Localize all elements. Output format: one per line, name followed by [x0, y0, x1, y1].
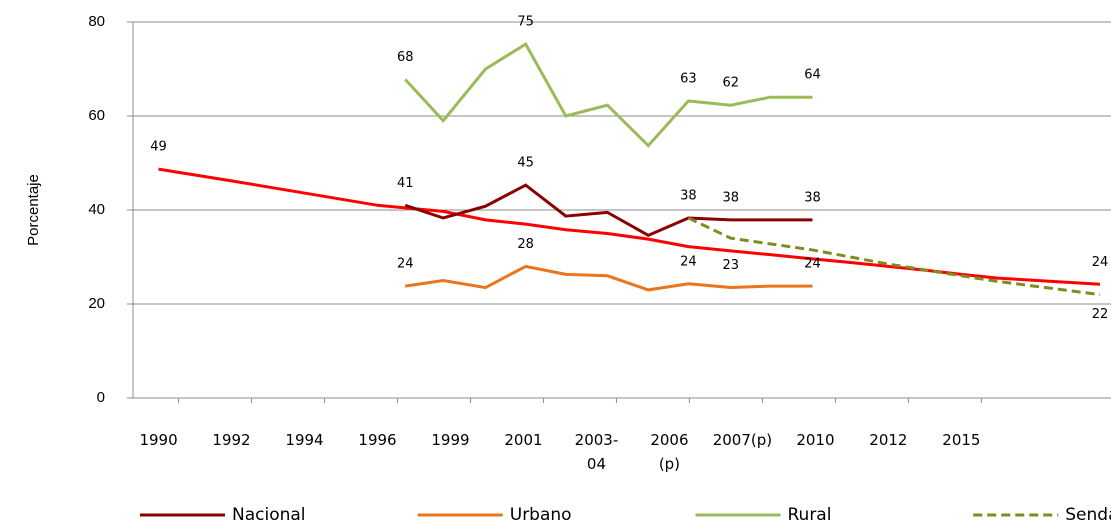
data-label: 24	[397, 257, 414, 272]
legend-label: Nacional	[232, 505, 306, 525]
y-tick-label: 60	[88, 107, 105, 124]
x-tick-label: 2006 (p)	[650, 431, 688, 473]
x-tick-label: 2012	[869, 431, 907, 449]
y-tick-label: 20	[88, 295, 105, 312]
series-line	[158, 167, 1101, 286]
series-line	[405, 264, 813, 292]
data-label: 63	[680, 71, 697, 86]
series-line	[404, 183, 813, 238]
data-label: 49	[150, 140, 167, 155]
legend-label: Senda PND	[1065, 505, 1111, 525]
x-tick-label: 2010	[796, 431, 834, 449]
x-tick-label: 1990	[139, 431, 177, 449]
data-label: 24	[1092, 255, 1109, 270]
x-tick-label: 1996	[358, 431, 396, 449]
series-line	[687, 216, 1101, 297]
x-tick-label: 1999	[431, 431, 469, 449]
data-label: 45	[517, 156, 534, 171]
x-tick-label: 2001	[504, 431, 542, 449]
data-label: 22	[1092, 307, 1109, 322]
data-label: 68	[397, 50, 414, 65]
data-label: 24	[804, 257, 821, 272]
data-label: 64	[804, 68, 821, 83]
data-label: 23	[722, 258, 739, 273]
legend-label: Rural	[788, 505, 832, 525]
data-label: 75	[517, 15, 534, 30]
y-tick-label: 80	[88, 13, 105, 30]
data-label: 38	[804, 190, 821, 205]
y-tick-label: 40	[88, 201, 105, 218]
data-label: 28	[517, 237, 534, 252]
data-label: 41	[397, 176, 414, 191]
series-line	[404, 41, 813, 148]
data-label: 62	[722, 76, 739, 91]
y-tick-label: 0	[97, 389, 105, 406]
x-tick-label: 2007(p)	[713, 431, 772, 449]
x-tick-label: 1994	[285, 431, 323, 449]
data-label: 38	[680, 188, 697, 203]
legend-label: Urbano	[510, 505, 572, 525]
x-tick-label: 2003-04	[575, 431, 619, 473]
data-label: 24	[680, 254, 697, 269]
x-tick-label: 2015	[942, 431, 980, 449]
y-axis-label: Porcentaje	[25, 174, 42, 246]
data-label: 38	[722, 190, 739, 205]
x-tick-label: 1992	[212, 431, 250, 449]
